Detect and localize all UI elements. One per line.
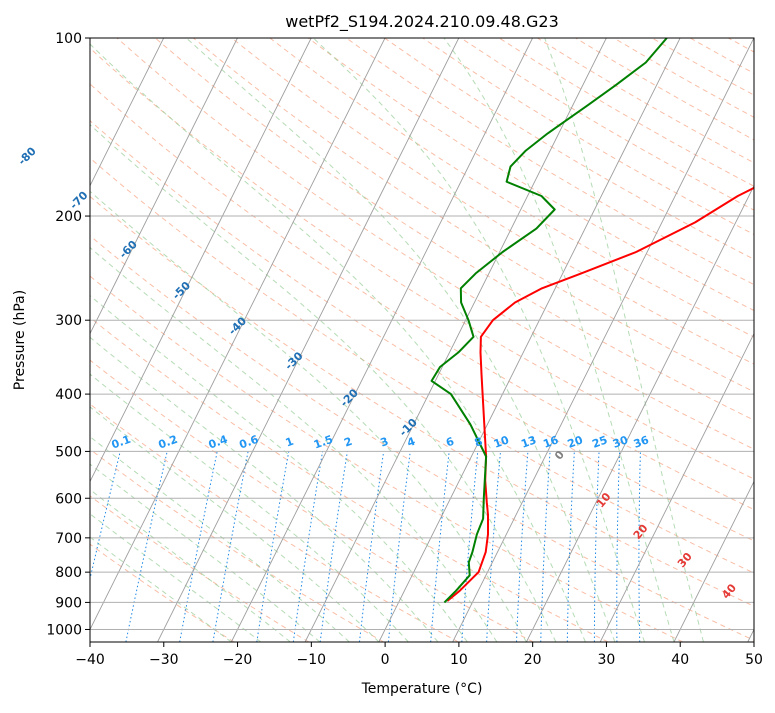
x-axis-label: Temperature (°C): [361, 681, 483, 697]
y-tick-label: 800: [55, 565, 82, 581]
y-tick-label: 100: [55, 31, 82, 47]
x-tick-label: −30: [149, 652, 179, 668]
x-tick-label: 0: [381, 652, 390, 668]
x-tick-label: 50: [745, 652, 763, 668]
x-tick-label: −20: [223, 652, 253, 668]
y-tick-label: 500: [55, 444, 82, 460]
x-tick-label: 40: [671, 652, 689, 668]
y-tick-label: 700: [55, 531, 82, 547]
y-tick-label: 600: [55, 491, 82, 507]
y-tick-label: 1000: [46, 622, 82, 638]
y-tick-label: 200: [55, 209, 82, 225]
y-tick-label: 900: [55, 595, 82, 611]
x-tick-label: 10: [450, 652, 468, 668]
x-tick-label: −10: [297, 652, 327, 668]
x-tick-label: 30: [598, 652, 616, 668]
x-tick-label: 20: [524, 652, 542, 668]
x-tick-label: −40: [75, 652, 105, 668]
y-tick-label: 400: [55, 387, 82, 403]
y-tick-label: 300: [55, 313, 82, 329]
chart-title: wetPf2_S194.2024.210.09.48.G23: [285, 12, 559, 32]
y-axis-label: Pressure (hPa): [12, 290, 28, 390]
